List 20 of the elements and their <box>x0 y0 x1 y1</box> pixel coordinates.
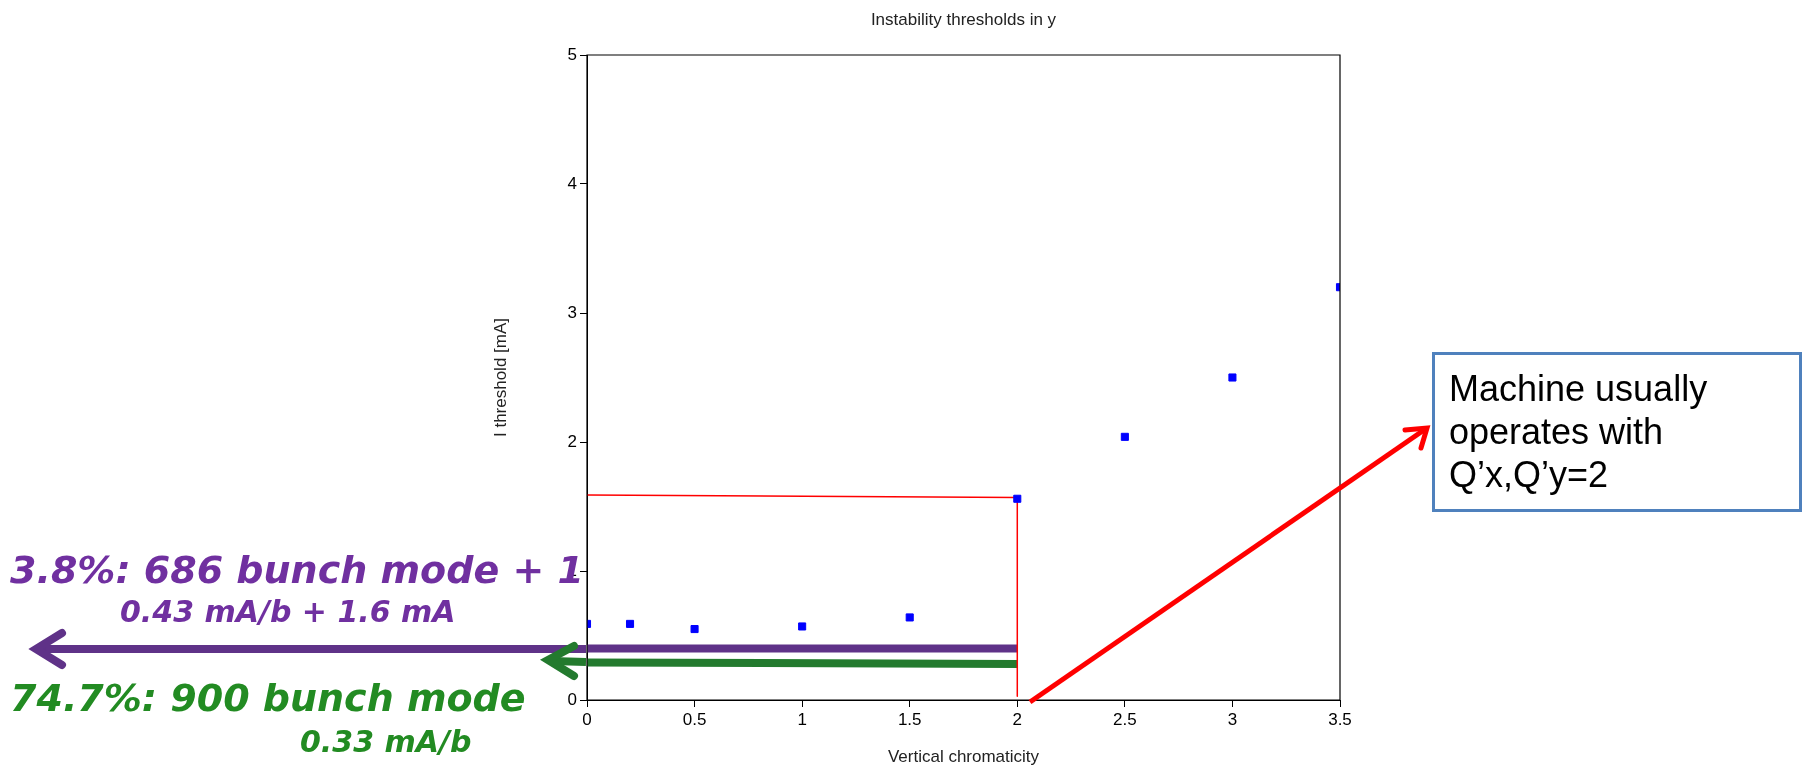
x-tick-label: 2.5 <box>1113 709 1137 729</box>
x-tick-label: 3 <box>1227 709 1238 729</box>
y-tick-label: 5 <box>567 44 577 64</box>
y-tick-label: 0 <box>567 689 577 709</box>
x-tick-label: 2 <box>1012 709 1023 729</box>
y-tick-label: 4 <box>567 173 577 193</box>
text: 0.33 mA/b <box>300 724 472 759</box>
x-tick-label: 1.5 <box>897 709 922 729</box>
x-tick-label: 0 <box>582 709 592 729</box>
y-axis-title: I threshold [mA] <box>490 317 510 438</box>
text: 74.7%: 900 bunch mode <box>10 676 526 720</box>
text: 0.43 mA/b + 1.6 mA <box>120 594 456 629</box>
chart-title: Instability thresholds in y <box>869 10 1058 30</box>
x-tick-label: 0.5 <box>682 709 707 729</box>
text: Machine usually operates with Q’x,Q’y=2 <box>1432 352 1802 512</box>
x-axis-title: Vertical chromaticity <box>887 747 1040 767</box>
x-tick-label: 3.5 <box>1328 709 1352 729</box>
y-tick-label: 2 <box>567 431 577 451</box>
y-tick-label: 3 <box>567 302 577 322</box>
x-tick-label: 1 <box>797 709 807 729</box>
